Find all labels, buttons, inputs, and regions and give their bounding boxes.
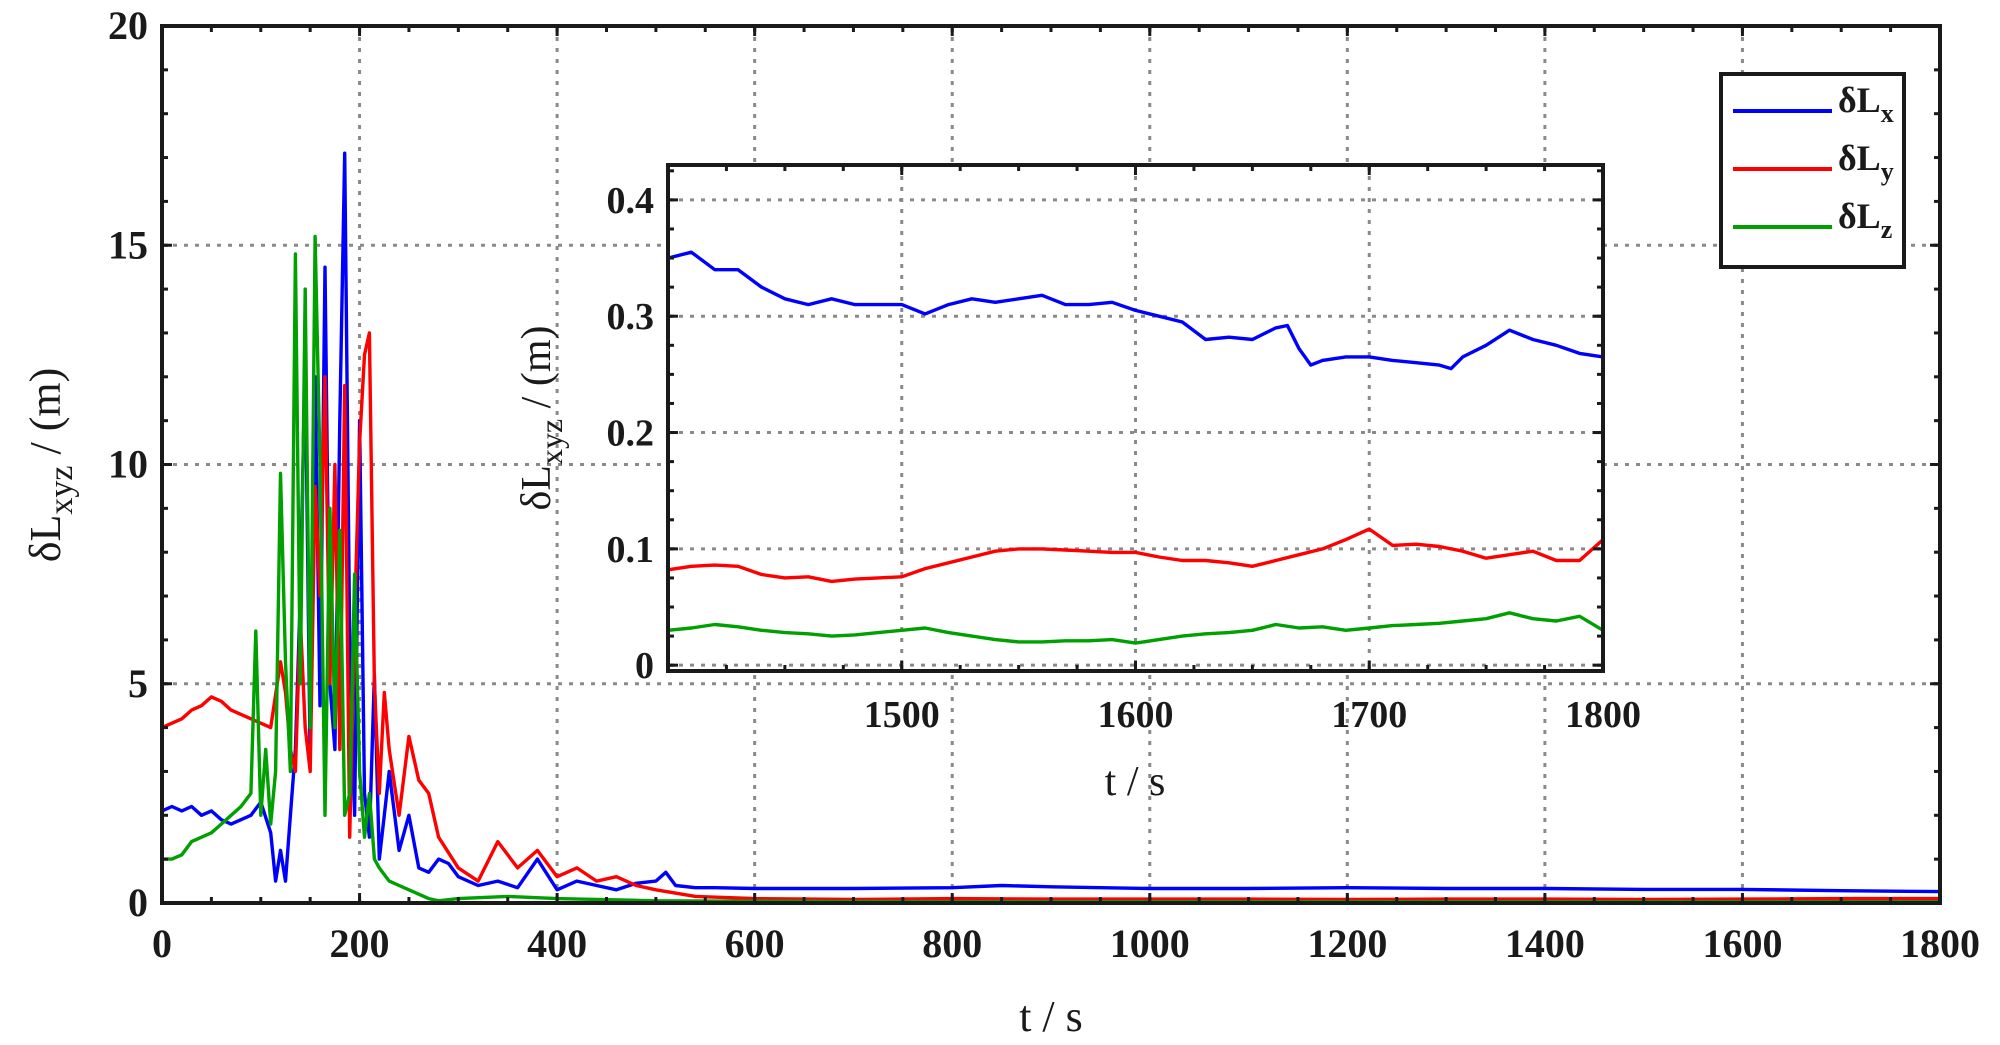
main-x-tick-label: 1200 <box>1307 921 1387 966</box>
inset-x-tick-label: 1800 <box>1565 694 1641 736</box>
legend-label-y-main: δL <box>1838 138 1881 178</box>
main-x-tick-label: 200 <box>330 921 390 966</box>
legend-label-y-sub: y <box>1881 157 1894 186</box>
inset-x-tick-label: 1600 <box>1098 694 1174 736</box>
inset-y-tick-label: 0 <box>635 645 654 687</box>
main-series-line-z <box>162 234 1940 904</box>
main-y-tick-label: 15 <box>108 222 148 267</box>
legend-label-z-sub: z <box>1881 215 1893 244</box>
inset-y-tick-label: 0.1 <box>607 529 655 571</box>
main-y-axis-label-sub: xyz <box>43 466 80 515</box>
inset-series-line-z <box>667 611 1604 645</box>
main-y-axis-label-unit: / (m) <box>21 368 70 466</box>
inset-y-axis-label-unit: / (m) <box>514 326 560 419</box>
legend-label-z-main: δL <box>1838 196 1881 236</box>
inset-y-tick-label: 0.2 <box>607 413 655 455</box>
inset-x-tick-label: 1700 <box>1331 694 1407 736</box>
legend-label-x-main: δL <box>1838 80 1881 120</box>
inset-y-tick-label: 0.4 <box>607 180 655 222</box>
main-y-tick-label: 10 <box>108 442 148 487</box>
legend-label-x-sub: x <box>1881 99 1894 128</box>
main-x-tick-label: 0 <box>152 921 172 966</box>
inset-grid <box>668 165 1603 671</box>
main-x-tick-label: 400 <box>527 921 587 966</box>
chart-legend: δLx δLy δLz <box>1719 72 1906 269</box>
inset-series-line-y <box>667 527 1605 584</box>
main-axis-ticks: 0 200 400 600 800 1000 1200 1400 1600 18000510152… <box>108 3 1980 966</box>
inset-y-axis-label-sub: xyz <box>533 419 569 465</box>
main-x-tick-label: 1000 <box>1110 921 1190 966</box>
inset-x-tick-label: 1500 <box>864 694 940 736</box>
main-x-axis-label: t / s <box>1019 992 1083 1040</box>
main-series-line-y <box>161 331 1940 902</box>
main-y-tick-label: 20 <box>108 3 148 48</box>
inset-series-line-x <box>667 250 1604 371</box>
main-x-tick-label: 600 <box>725 921 785 966</box>
main-x-tick-label: 1600 <box>1702 921 1782 966</box>
legend-label-z: δLz <box>1838 196 1892 244</box>
main-y-tick-label: 0 <box>128 880 148 925</box>
main-plot-area <box>161 151 1941 904</box>
inset-axis-ticks: 1500 1600 1700 1800 0 0.1 0.2 0.3 0.4 <box>607 165 1641 736</box>
inset-y-tick-label: 0.3 <box>607 296 655 338</box>
main-y-axis-label-main: δL <box>21 515 70 563</box>
inset-y-axis-label: δLxyz / (m) <box>514 326 569 511</box>
inset-y-axis-label-main: δL <box>514 465 560 510</box>
legend-label-y: δLy <box>1838 138 1894 186</box>
inset-plot-area <box>667 250 1605 645</box>
inset-x-axis-label: t / s <box>1105 759 1166 805</box>
main-x-tick-label: 1400 <box>1505 921 1585 966</box>
main-series-line-x <box>161 151 1941 894</box>
main-y-tick-label: 5 <box>128 661 148 706</box>
main-x-tick-label: 1800 <box>1900 921 1980 966</box>
legend-label-x: δLx <box>1838 80 1894 128</box>
main-y-axis-label: δLxyz / (m) <box>21 368 80 562</box>
main-x-tick-label: 800 <box>922 921 982 966</box>
